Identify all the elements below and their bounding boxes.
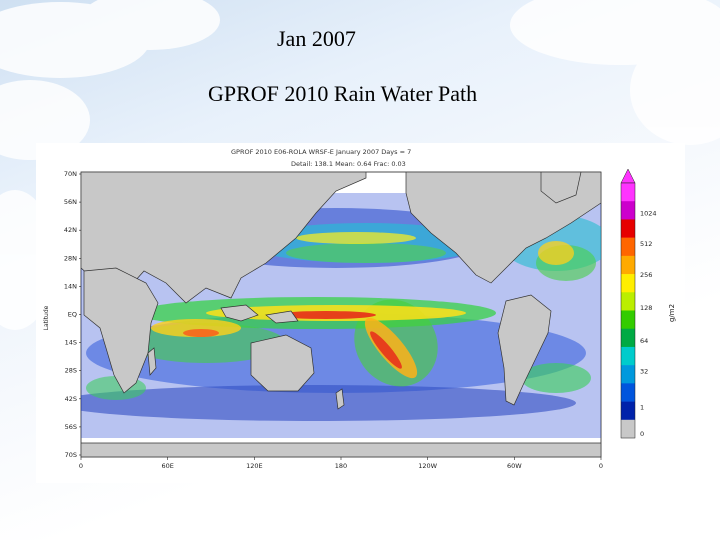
colorbar [620,168,636,439]
lat-label: 28S [65,367,77,375]
colorbar-segment [621,401,635,421]
lat-label: 42S [65,395,77,403]
colorbar-segment [621,201,635,220]
land-antarctica [81,442,601,457]
colorbar-unit: g/m2 [668,304,676,322]
lon-label: 60E [161,462,173,470]
lat-label: 42N [64,226,77,234]
colorbar-segment [621,419,635,439]
colorbar-top-arrow [620,168,636,184]
lon-label: 120W [418,462,437,470]
colorbar-segment [621,274,635,293]
lat-label: 56N [64,198,77,206]
lon-label: 60W [507,462,522,470]
colorbar-segment [621,292,635,311]
land-africa [83,267,159,394]
colorbar-segment [621,219,635,238]
lat-label: 70S [65,451,77,459]
precip-layer [81,193,601,438]
land-madagascar [147,347,157,376]
colorbar-label: 1 [640,403,644,411]
lat-label: 28N [64,254,77,262]
colorbar-label: 512 [640,240,652,248]
lat-label: 70N [64,170,77,178]
lat-label: 14S [65,339,77,347]
colorbar-segment [621,310,635,330]
slide-subtitle: GPROF 2010 Rain Water Path [208,81,478,106]
y-axis-label: Latitude [43,305,50,330]
colorbar-segment [621,328,635,348]
colorbar-segment [621,383,635,402]
colorbar-segment [621,255,635,275]
lon-label: 0 [599,462,603,470]
land-greenland [540,172,582,204]
colorbar-segment [621,183,635,202]
land-indonesia [220,304,259,322]
lon-label: 0 [79,462,83,470]
figure-header-line1: GPROF 2010 E06-ROLA WRSF-E January 2007 … [231,148,412,156]
lon-label: 120E [246,462,263,470]
lon-label: 180 [335,462,347,470]
colorbar-segment [621,365,635,384]
land-layer [81,172,601,457]
map-svg: 70N 56N 42N 28N 14N EQ 14S 28S 42S 56S 70S 0 60E 120… [43,168,676,470]
rain-map-figure: GPROF 2010 E06-ROLA WRSF-E January 2007 … [36,143,685,483]
lat-label: 56S [65,423,77,431]
land-australia [250,334,315,392]
colorbar-label: 1024 [640,210,657,218]
lat-label: EQ [68,311,77,319]
colorbar-label: 128 [640,304,652,312]
land-south-america [497,294,552,406]
colorbar-label: 32 [640,368,648,376]
colorbar-label: 64 [640,337,648,345]
colorbar-label: 256 [640,271,652,279]
lat-label: 14N [64,282,77,290]
colorbar-segment [621,346,635,366]
colorbar-segment [621,237,635,257]
colorbar-frame [620,182,636,439]
colorbar-label: 0 [640,430,644,438]
slide-title: Jan 2007 [277,26,356,51]
figure-header-line2: Detail: 138.1 Mean: 0.64 Frac: 0.03 [291,160,406,168]
